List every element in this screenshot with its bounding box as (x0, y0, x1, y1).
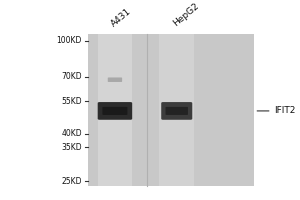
Text: 25KD: 25KD (61, 177, 82, 186)
FancyBboxPatch shape (98, 102, 132, 120)
Text: 35KD: 35KD (61, 143, 82, 152)
FancyBboxPatch shape (108, 77, 122, 82)
FancyBboxPatch shape (161, 102, 192, 120)
Bar (160, 34, 194, 186)
FancyBboxPatch shape (166, 107, 188, 115)
Text: HepG2: HepG2 (171, 2, 200, 28)
Bar (98, 34, 132, 186)
Text: 100KD: 100KD (56, 36, 82, 45)
Text: 40KD: 40KD (61, 129, 82, 138)
FancyBboxPatch shape (102, 107, 128, 115)
Text: 70KD: 70KD (61, 72, 82, 81)
Text: IFIT2: IFIT2 (257, 106, 296, 115)
Text: 55KD: 55KD (61, 97, 82, 106)
Bar (88, 34, 254, 186)
Text: A431: A431 (109, 7, 133, 28)
